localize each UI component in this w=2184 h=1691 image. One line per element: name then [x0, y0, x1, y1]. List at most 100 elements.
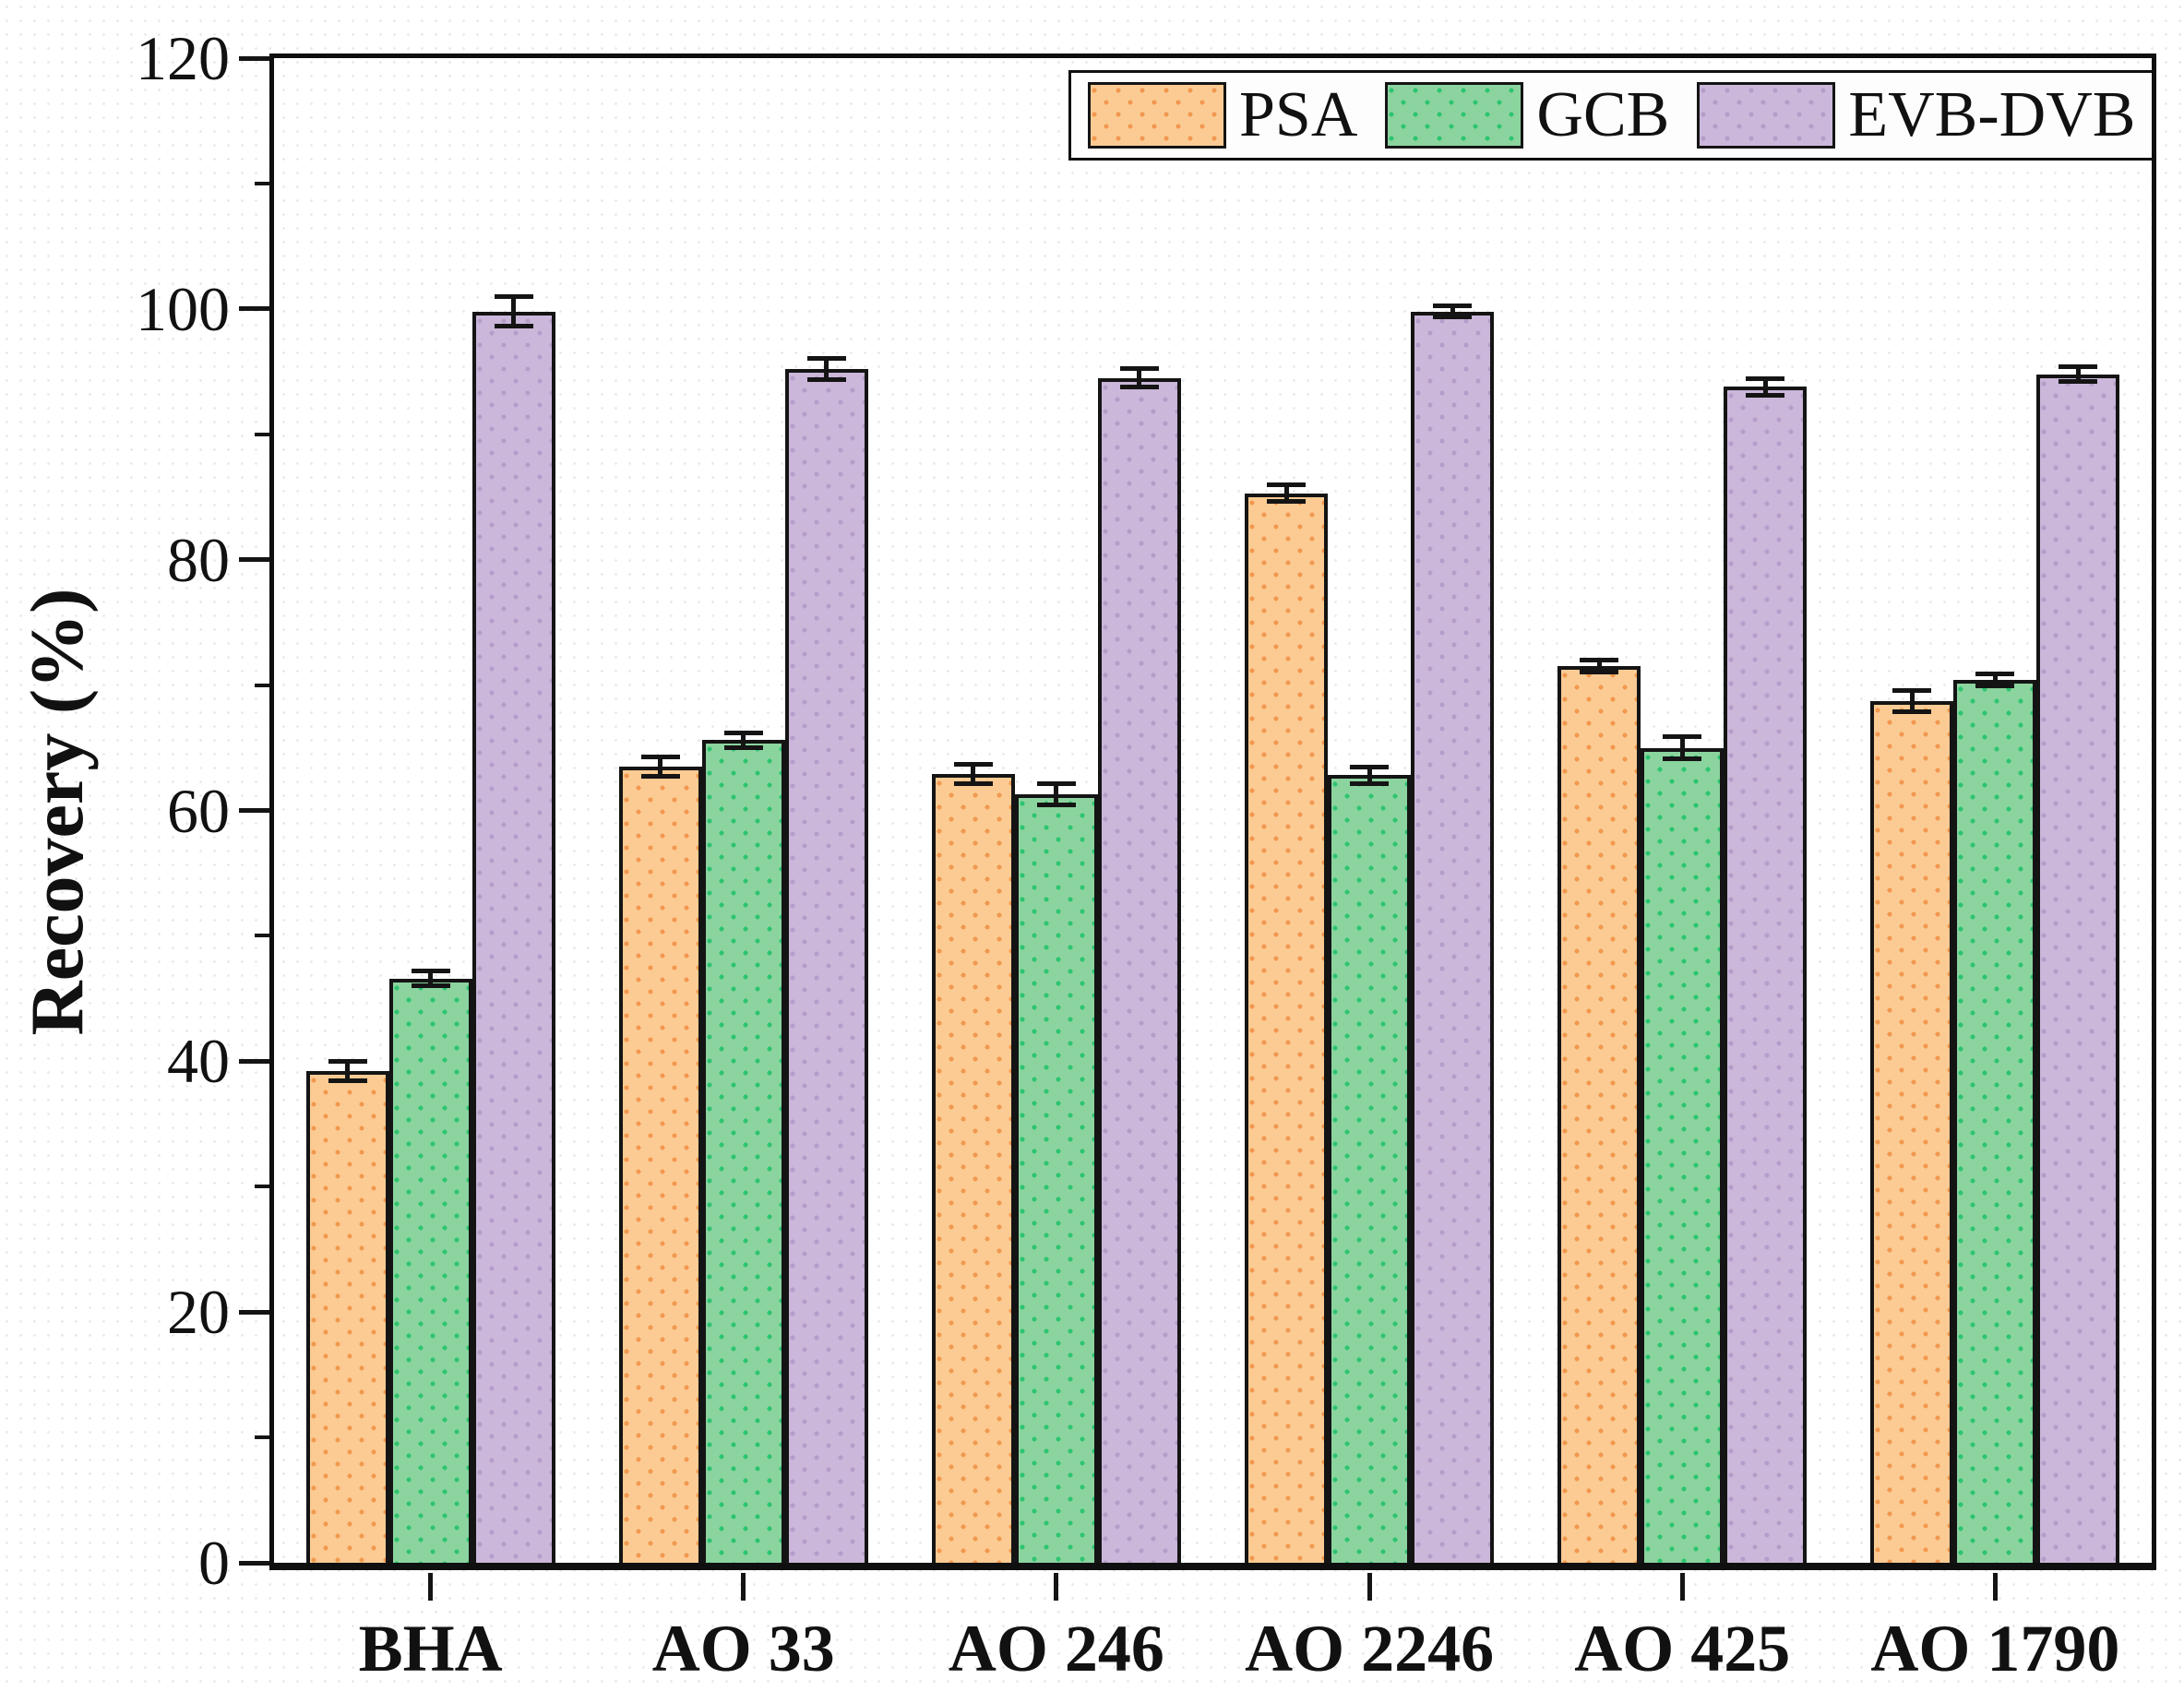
error-bar-evb-dvb-bha — [511, 296, 517, 327]
error-bar-cap — [1433, 303, 1473, 308]
error-bar-cap — [1119, 365, 1159, 371]
y-minor-tick — [255, 683, 269, 687]
y-minor-tick — [255, 181, 269, 185]
y-major-tick — [239, 1309, 269, 1315]
legend: PSA GCB EVB-DVB — [1068, 70, 2155, 161]
bar-psa-ao-2246 — [1245, 493, 1329, 1563]
error-bar-cap — [640, 773, 680, 779]
legend-item-evb-dvb: EVB-DVB — [1697, 81, 2135, 149]
error-bar-gcb-bha — [428, 971, 434, 986]
error-bar-cap — [1975, 683, 2015, 688]
y-tick-label: 40 — [167, 1026, 230, 1097]
y-tick-label: 100 — [136, 273, 230, 344]
legend-label-gcb: GCB — [1536, 79, 1670, 150]
error-bar-cap — [328, 1059, 367, 1065]
bar-gcb-ao-246 — [1014, 793, 1098, 1563]
plot-area: PSA GCB EVB-DVB 0 20 40 60 80 100 120 BHA AO 33 AO … — [136, 26, 2156, 1685]
error-bar-psa-ao-33 — [658, 756, 663, 777]
error-bar-evb-dvb-ao-425 — [1762, 377, 1768, 396]
x-tick — [1679, 1573, 1685, 1601]
y-major-tick — [239, 306, 269, 312]
x-tick — [1366, 1573, 1372, 1601]
legend-item-psa: PSA — [1088, 81, 1385, 149]
error-bar-cap — [1975, 672, 2015, 677]
bar-evb-dvb-bha — [471, 311, 555, 1563]
error-bar-gcb-ao-425 — [1679, 736, 1685, 759]
y-minor-tick — [255, 1185, 269, 1189]
error-bar-cap — [953, 762, 993, 768]
error-bar-cap — [1350, 764, 1390, 769]
x-tick-label-ao-33: AO 33 — [651, 1612, 835, 1685]
error-bar-psa-ao-246 — [971, 764, 976, 784]
y-minor-tick — [255, 934, 269, 938]
error-bar-cap — [411, 982, 450, 988]
bar-evb-dvb-ao-246 — [1097, 377, 1181, 1563]
error-bar-cap — [1892, 709, 1932, 715]
error-bar-cap — [1036, 780, 1076, 786]
error-bar-cap — [1746, 375, 1785, 381]
x-tick — [741, 1573, 746, 1601]
y-major-tick — [239, 557, 269, 563]
x-tick-label-ao-246: AO 246 — [948, 1612, 1164, 1685]
error-bar-cap — [1350, 780, 1390, 786]
error-bar-cap — [411, 969, 450, 974]
error-bar-psa-bha — [345, 1061, 351, 1082]
error-bar-cap — [2059, 364, 2098, 370]
error-bar-psa-ao-1790 — [1909, 690, 1915, 713]
error-bar-cap — [806, 377, 846, 383]
bar-gcb-ao-2246 — [1328, 775, 1412, 1563]
error-bar-cap — [1267, 499, 1307, 505]
error-bar-cap — [328, 1078, 367, 1084]
y-major-tick — [239, 1560, 269, 1566]
y-tick-label: 20 — [167, 1277, 230, 1348]
error-bar-cap — [723, 731, 763, 736]
x-tick — [428, 1573, 434, 1601]
error-bar-cap — [494, 323, 533, 328]
bar-gcb-bha — [388, 978, 472, 1563]
y-tick-label: 120 — [136, 23, 230, 93]
bar-gcb-ao-425 — [1641, 747, 1725, 1563]
bar-evb-dvb-ao-33 — [784, 369, 868, 1563]
y-major-tick — [239, 808, 269, 813]
error-bar-cap — [1036, 803, 1076, 808]
x-tick — [1992, 1573, 1998, 1601]
legend-swatch-evb-dvb — [1697, 82, 1836, 149]
legend-label-evb-dvb: EVB-DVB — [1848, 79, 2136, 150]
error-bar-gcb-ao-1790 — [1992, 673, 1998, 686]
error-bar-cap — [1663, 734, 1702, 740]
legend-item-gcb: GCB — [1385, 81, 1697, 149]
bar-psa-ao-33 — [618, 766, 702, 1563]
y-major-tick — [239, 1058, 269, 1064]
x-tick-label-bha: BHA — [358, 1612, 503, 1685]
error-bar-cap — [806, 355, 846, 361]
error-bar-cap — [1433, 315, 1473, 320]
error-bar-cap — [1580, 658, 1619, 663]
error-bar-cap — [1663, 756, 1702, 761]
error-bar-gcb-ao-33 — [741, 732, 746, 748]
error-bar-cap — [953, 780, 993, 786]
error-bar-cap — [1119, 385, 1159, 390]
error-bar-cap — [723, 744, 763, 750]
error-bar-cap — [494, 294, 533, 300]
y-axis-title: Recovery (%) — [15, 588, 99, 1036]
bar-evb-dvb-ao-2246 — [1411, 311, 1495, 1563]
y-tick-label: 0 — [198, 1528, 230, 1598]
error-bar-cap — [2059, 378, 2098, 384]
legend-swatch-gcb — [1385, 82, 1524, 149]
x-tick-label-ao-425: AO 425 — [1574, 1612, 1791, 1685]
error-bar-gcb-ao-246 — [1054, 782, 1059, 806]
legend-label-psa: PSA — [1239, 79, 1358, 150]
legend-swatch-psa — [1088, 82, 1226, 149]
error-bar-gcb-ao-2246 — [1366, 766, 1372, 784]
bar-psa-ao-1790 — [1870, 701, 1954, 1563]
bar-gcb-ao-33 — [701, 740, 785, 1563]
x-tick — [1054, 1573, 1059, 1601]
bar-psa-bha — [305, 1071, 389, 1563]
bar-gcb-ao-1790 — [1953, 680, 2037, 1563]
error-bar-evb-dvb-ao-33 — [824, 357, 829, 381]
error-bar-psa-ao-425 — [1596, 660, 1602, 673]
error-bar-cap — [1746, 392, 1785, 398]
error-bar-evb-dvb-ao-2246 — [1450, 304, 1455, 318]
y-minor-tick — [255, 432, 269, 436]
